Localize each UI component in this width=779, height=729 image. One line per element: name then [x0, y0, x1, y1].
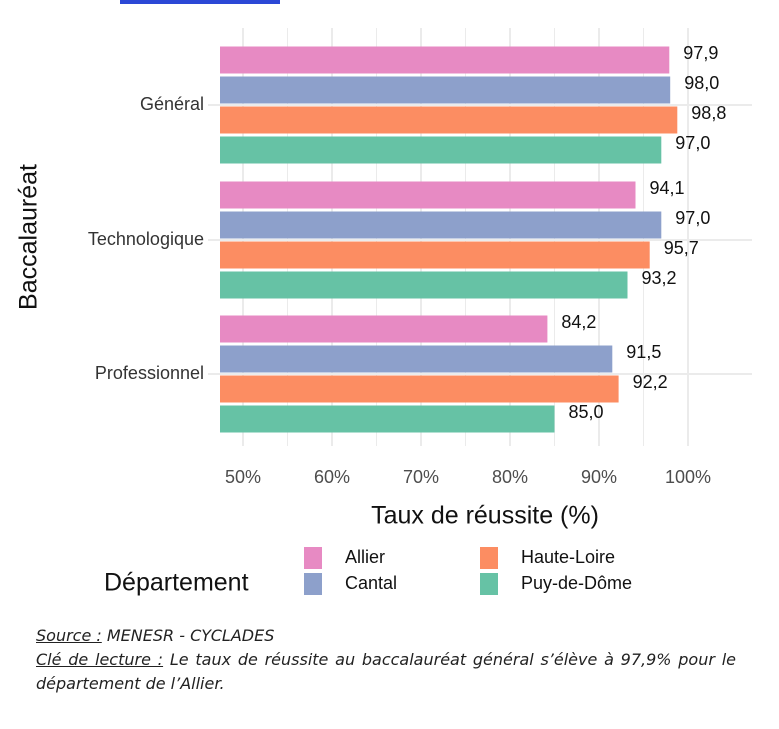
chart-footer: Source : MENESR - CYCLADES Clé de lectur…: [36, 624, 736, 696]
legend-swatch-puy-de-dôme: [480, 573, 498, 595]
bar-allier: [220, 46, 670, 74]
data-label: 98,0: [684, 73, 719, 93]
reading-key: Clé de lecture :: [36, 650, 164, 669]
bar-allier: [220, 181, 636, 209]
legend-label: Puy-de-Dôme: [521, 573, 632, 593]
legend-label: Haute-Loire: [521, 547, 615, 567]
legend-swatch-cantal: [304, 573, 322, 595]
data-label: 92,2: [633, 372, 668, 392]
category-label: Général: [140, 94, 204, 114]
data-label: 94,1: [650, 178, 685, 198]
legend-title: Département: [104, 569, 249, 597]
x-tick-label: 60%: [314, 467, 350, 487]
legend-swatch-haute-loire: [480, 547, 498, 569]
x-axis-title: Taux de réussite (%): [371, 502, 599, 530]
data-label: 98,8: [691, 103, 726, 123]
data-label: 85,0: [569, 402, 604, 422]
x-tick-label: 90%: [581, 467, 617, 487]
bar-cantal: [220, 76, 671, 104]
source-value: MENESR - CYCLADES: [101, 626, 275, 645]
bar-allier: [220, 315, 548, 343]
bar-puy-de-dôme: [220, 136, 662, 164]
legend-label: Cantal: [345, 573, 397, 593]
bar-haute-loire: [220, 106, 678, 134]
bar-haute-loire: [220, 241, 650, 269]
bar-puy-de-dôme: [220, 405, 555, 433]
bar-cantal: [220, 211, 662, 239]
data-label: 97,0: [675, 133, 710, 153]
reading-value: Le taux de réussite au baccalauréat géné…: [36, 650, 736, 693]
x-tick-label: 50%: [225, 467, 261, 487]
data-label: 93,2: [642, 268, 677, 288]
category-label: Professionnel: [95, 363, 204, 383]
data-label: 95,7: [664, 238, 699, 258]
source-key: Source :: [36, 626, 102, 645]
data-label: 97,0: [675, 208, 710, 228]
data-label: 84,2: [561, 312, 596, 332]
category-label: Technologique: [88, 229, 204, 249]
top-link-fragment: [120, 0, 280, 4]
x-tick-label: 100%: [665, 467, 711, 487]
legend-label: Allier: [345, 547, 385, 567]
bar-chart: 97,9 98,0 98,8 97,0 Général 94,1 97,0 95,7 93,2 T…: [15, 28, 752, 597]
x-tick-label: 70%: [403, 467, 439, 487]
chart-svg: 97,9 98,0 98,8 97,0 Général 94,1 97,0 95,7 93,2 T…: [15, 28, 752, 597]
data-label: 97,9: [683, 43, 718, 63]
bar-cantal: [220, 345, 613, 373]
x-tick-label: 80%: [492, 467, 528, 487]
y-axis-title: Baccalauréat: [15, 164, 43, 310]
data-label: 91,5: [626, 342, 661, 362]
bar-puy-de-dôme: [220, 271, 628, 299]
reading-key-line: Clé de lecture : Le taux de réussite au …: [36, 648, 736, 696]
source-line: Source : MENESR - CYCLADES: [36, 624, 736, 648]
bar-haute-loire: [220, 375, 619, 403]
legend-swatch-allier: [304, 547, 322, 569]
